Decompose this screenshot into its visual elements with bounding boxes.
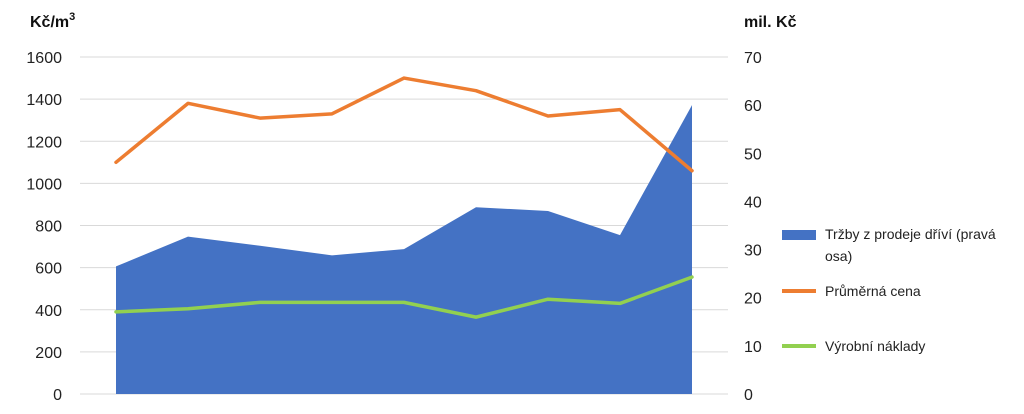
legend-label-trzby: Tržby z prodeje dříví (pravá [825, 226, 996, 242]
left-axis-ticks: 0 200 400 600 800 1000 1200 1400 1600 [26, 50, 62, 404]
right-axis-unit: mil. Kč [744, 14, 797, 31]
legend-label-price: Průměrná cena [825, 283, 921, 299]
area-series-trzby [116, 105, 692, 395]
left-tick-label: 600 [35, 261, 62, 278]
left-tick-label: 1600 [26, 50, 62, 67]
legend: Tržby z prodeje dříví (pravá osa) Průměr… [782, 226, 996, 354]
left-axis-unit: Kč/m3 [30, 11, 75, 31]
left-tick-label: 0 [53, 387, 62, 404]
right-tick-label: 60 [744, 98, 762, 115]
left-tick-label: 1400 [26, 92, 62, 109]
right-tick-label: 50 [744, 146, 762, 163]
left-tick-label: 1200 [26, 134, 62, 151]
right-tick-label: 40 [744, 194, 762, 211]
left-tick-label: 200 [35, 345, 62, 362]
right-tick-label: 30 [744, 243, 762, 260]
left-tick-label: 1000 [26, 176, 62, 193]
legend-label-cost: Výrobní náklady [825, 338, 925, 354]
right-tick-label: 20 [744, 291, 762, 308]
left-tick-label: 400 [35, 303, 62, 320]
right-axis-ticks: 0 10 20 30 40 50 60 70 [744, 50, 762, 404]
right-tick-label: 10 [744, 339, 762, 356]
left-tick-label: 800 [35, 219, 62, 236]
right-tick-label: 70 [744, 50, 762, 67]
area-layer [115, 105, 693, 395]
legend-label-trzby-line2: osa) [825, 248, 852, 264]
line-series-price [114, 76, 694, 173]
line-layer [114, 76, 694, 319]
legend-swatch-area [782, 230, 816, 240]
right-tick-label: 0 [744, 387, 753, 404]
